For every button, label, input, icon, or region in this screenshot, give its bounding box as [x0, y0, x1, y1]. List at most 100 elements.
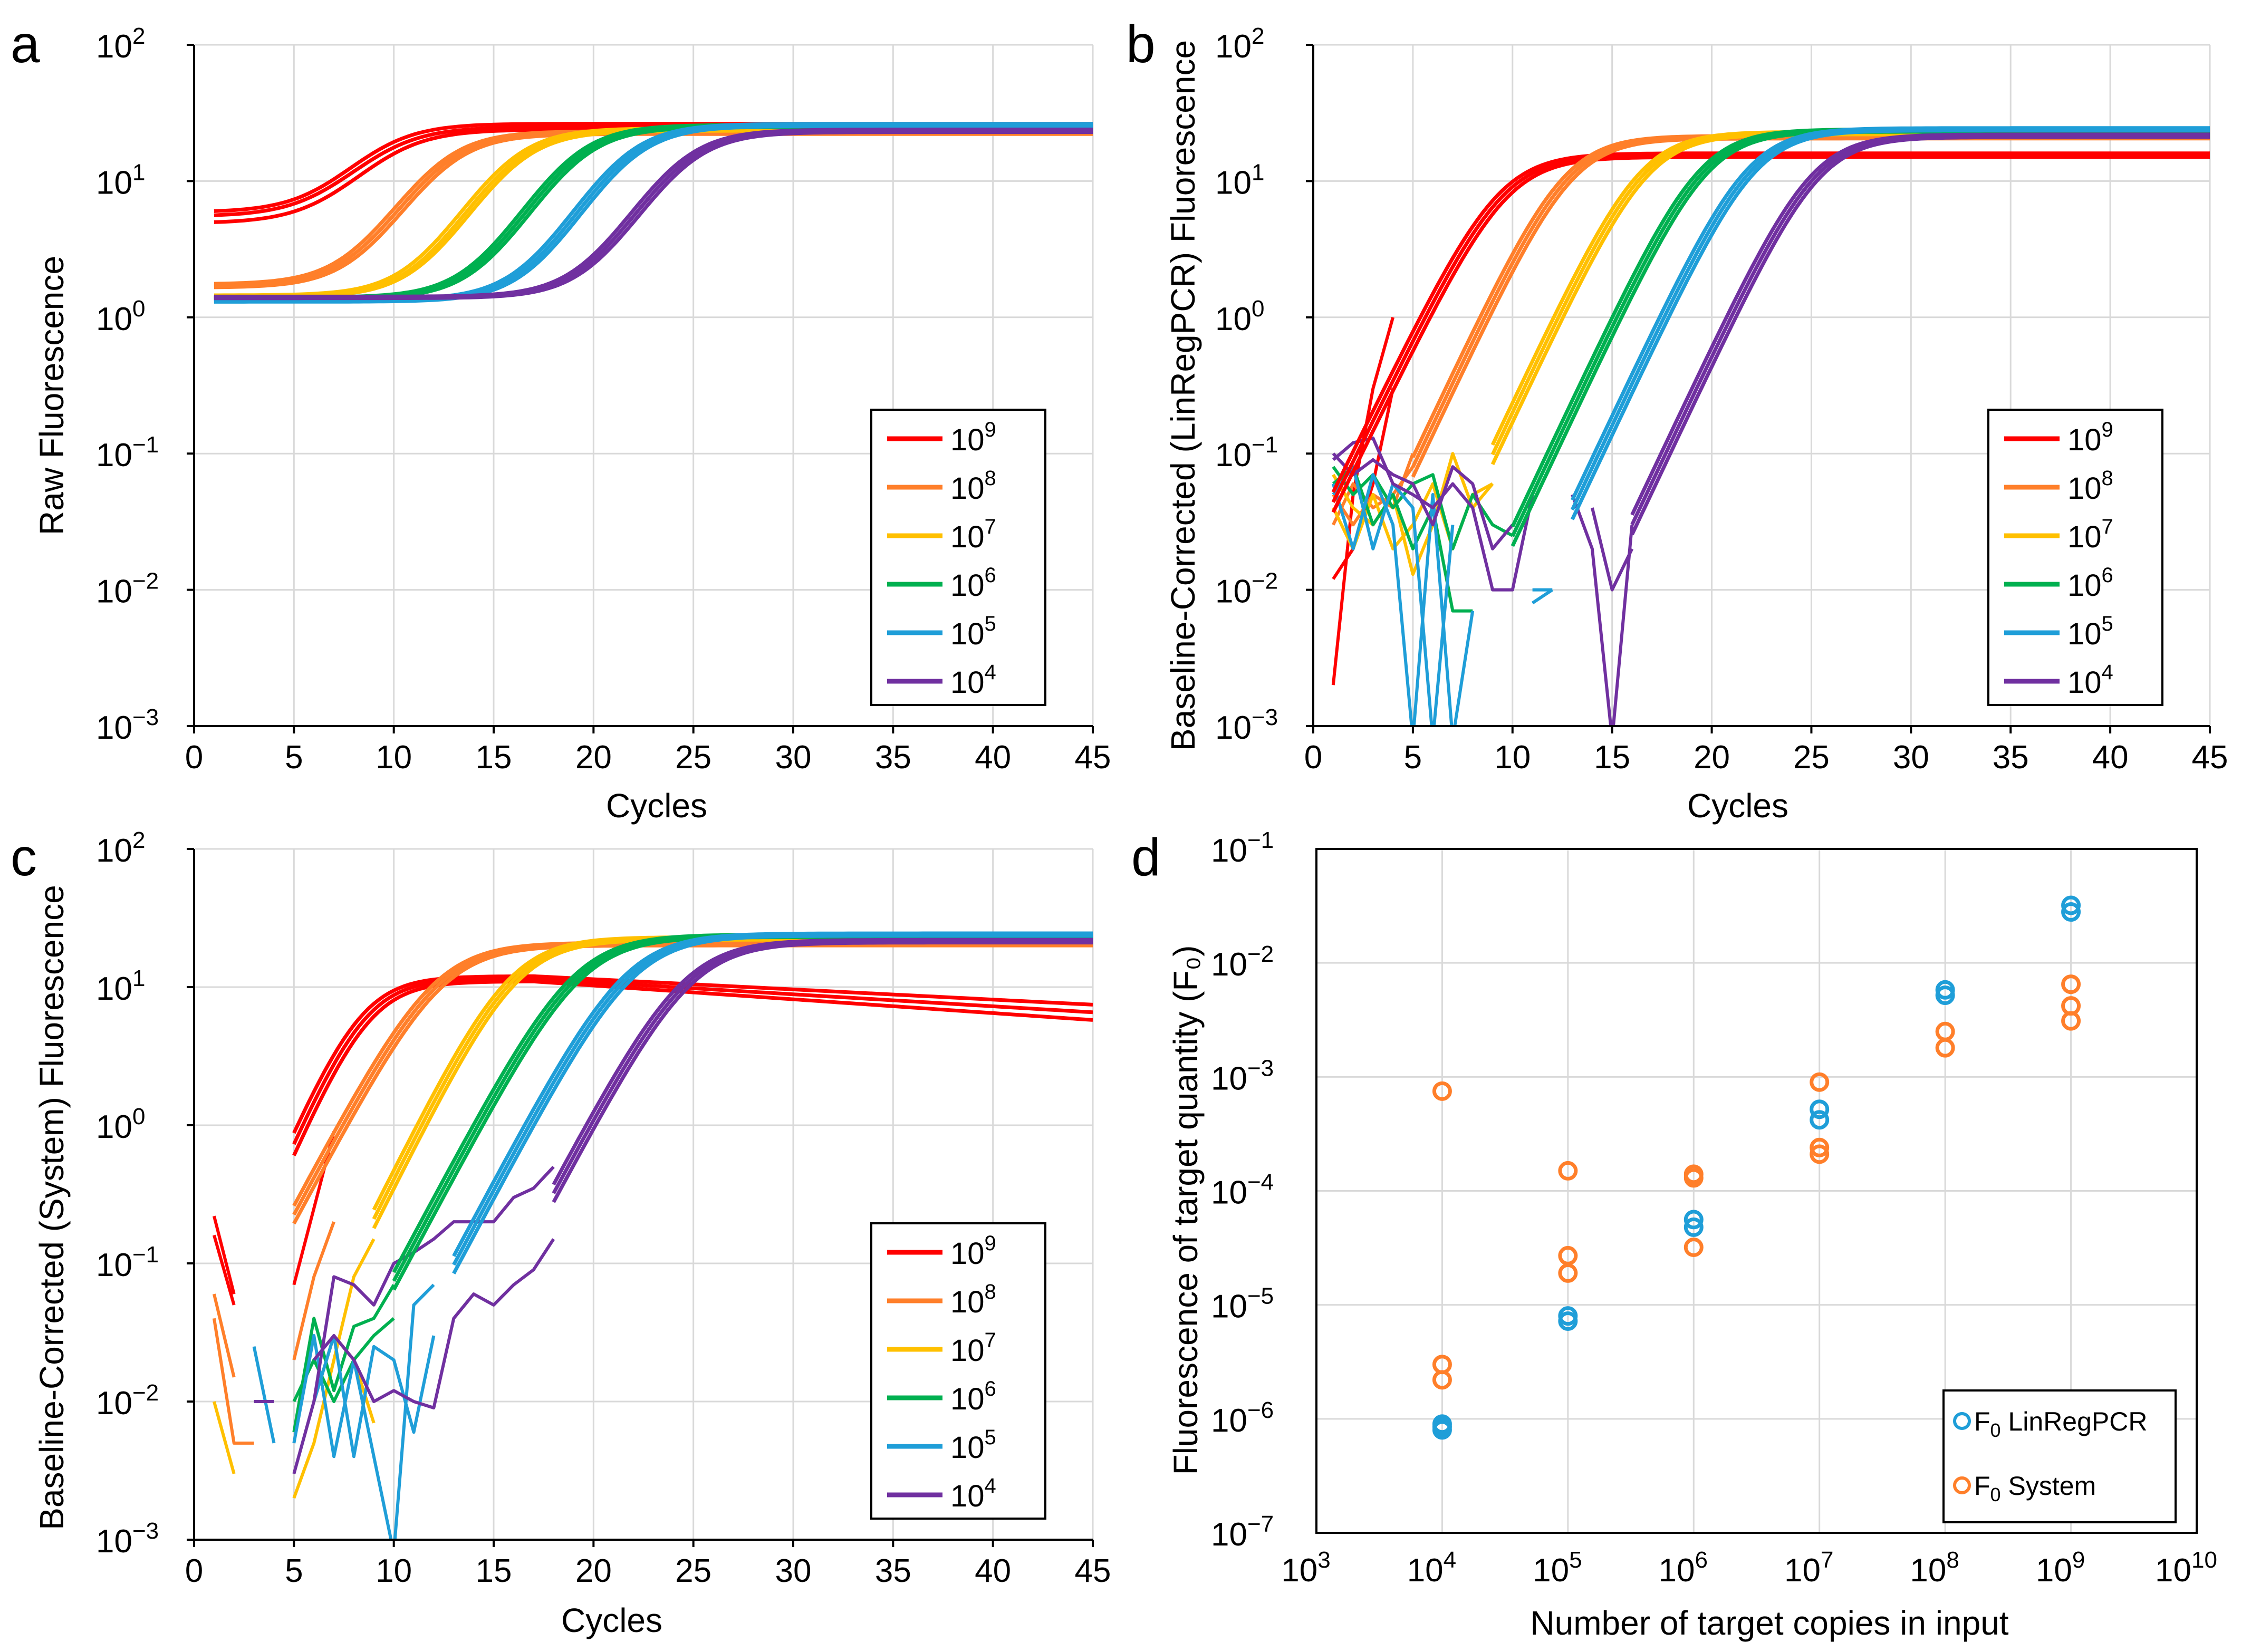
panel-b-legend: 109 108 107 106 105 104 [1987, 409, 2163, 706]
y-tick-label: 100 [96, 1104, 145, 1145]
x-tick-label: 0 [185, 1553, 203, 1589]
x-tick-label: 5 [285, 739, 303, 776]
panel-d-legend: F0 LinRegPCR F0 System [1942, 1389, 2177, 1523]
panel-b-y-axis-label: Baseline-Corrected (LinRegPCR) Fluoresce… [1164, 40, 1202, 751]
noise-line-purple [1612, 525, 1634, 726]
noise-line-yellow [292, 1238, 376, 1499]
noise-line-purple [1332, 452, 1514, 550]
legend-label: 104 [2067, 661, 2113, 700]
y-tick-label: 101 [1215, 159, 1264, 201]
panel-d-y-axis-label: Fluorescence of target quantity (F₀) [1167, 945, 1205, 1475]
x-tick-label: 10 [376, 739, 412, 776]
legend-box [870, 409, 1046, 706]
scatter-point-orange [1810, 1137, 1830, 1157]
x-tick-label: 35 [875, 1553, 911, 1589]
y-tick-label: 10−5 [1211, 1283, 1274, 1325]
y-tick-label: 101 [96, 159, 145, 201]
noise-line-blue [1531, 588, 1553, 605]
x-tick-label: 15 [476, 1553, 512, 1589]
scatter-point-orange [1684, 1237, 1704, 1257]
scatter-point-blue [1684, 1217, 1704, 1237]
noise-line-green [292, 1284, 396, 1433]
panel-c-series [212, 931, 1093, 1540]
noise-line-orange [212, 1318, 254, 1445]
x-tick-label: 30 [1893, 739, 1929, 776]
series-line-purple-rep3 [214, 130, 1093, 301]
series-line-purple-rep3 [552, 941, 1093, 1203]
series-clip-group [214, 122, 1093, 304]
legend-box [1942, 1389, 2177, 1523]
x-tick-label: 103 [1281, 1547, 1330, 1589]
panel-c: c 0 5 10 15 20 25 30 35 40 45 102 101 100 10−1 10−2 10−… [11, 827, 1111, 1639]
legend-label: 106 [2067, 564, 2113, 603]
y-tick-label: 10−2 [96, 568, 159, 610]
x-tick-label: 109 [2036, 1547, 2085, 1589]
legend-label: 104 [950, 661, 996, 700]
legend-label: 108 [950, 467, 996, 506]
x-tick-label: 40 [2092, 739, 2129, 776]
scatter-point-blue [2061, 895, 2081, 915]
legend-label: 109 [950, 418, 996, 457]
x-tick-label: 106 [1659, 1547, 1708, 1589]
y-tick-label: 10−2 [96, 1380, 159, 1422]
x-tick-label: 45 [1075, 739, 1111, 776]
legend-label: 105 [950, 612, 996, 651]
panel-b-x-axis-label: Cycles [1687, 787, 1788, 825]
x-tick-label: 15 [476, 739, 512, 776]
panel-b-label: b [1126, 15, 1156, 74]
y-tick-label: 102 [96, 827, 145, 869]
scatter-point-blue [1684, 1210, 1704, 1230]
y-tick-label: 102 [96, 23, 145, 65]
legend-label: 108 [950, 1280, 996, 1319]
legend-label: F0 LinRegPCR [1974, 1407, 2147, 1441]
legend-label: 107 [950, 515, 996, 554]
scatter-point-blue [2061, 902, 2081, 922]
y-tick-label: 10−1 [1215, 432, 1278, 474]
series-line-red-rep3 [292, 979, 1093, 1156]
y-tick-label: 101 [96, 965, 145, 1007]
series-line-orange-rep3 [214, 132, 1093, 289]
noise-line-red [212, 1215, 236, 1294]
y-tick-label: 10−3 [96, 1518, 159, 1560]
x-tick-label: 0 [1304, 739, 1322, 776]
x-tick-label: 45 [2192, 739, 2228, 776]
x-tick-label: 25 [675, 739, 711, 776]
legend-label: 106 [950, 564, 996, 603]
panel-b-ticks: 0 5 10 15 20 25 30 35 40 45 102 101 100 10−1 10−2 10−3 [1215, 23, 2228, 776]
panel-a-series [214, 122, 1093, 304]
noise-line-blue [252, 1346, 276, 1444]
noise-line-green [292, 1317, 395, 1403]
x-tick-label: 40 [975, 739, 1011, 776]
noise-line-red [213, 1234, 236, 1306]
x-tick-label: 40 [975, 1553, 1011, 1589]
scatter-point-blue [1810, 1099, 1830, 1119]
y-tick-label: 10−1 [96, 1242, 159, 1283]
panel-d-label: d [1131, 828, 1161, 887]
noise-line-yellow [1332, 452, 1494, 576]
scatter-point-blue [1432, 1414, 1452, 1434]
noise-line-orange [212, 1293, 236, 1378]
y-tick-label: 10−3 [96, 704, 159, 746]
x-tick-label: 108 [1910, 1547, 1959, 1589]
y-tick-label: 100 [1215, 296, 1264, 337]
scatter-point-orange [1558, 1161, 1578, 1181]
scatter-point-orange [1684, 1168, 1704, 1188]
legend-label: F0 System [1974, 1471, 2096, 1505]
plot-frame [1315, 848, 2198, 1534]
series-clip-group [1331, 126, 2210, 726]
x-tick-label: 10 [376, 1553, 412, 1589]
x-tick-label: 20 [575, 1553, 612, 1589]
x-tick-label: 25 [1793, 739, 1830, 776]
y-tick-label: 10−7 [1211, 1511, 1274, 1553]
x-tick-label: 5 [285, 1553, 303, 1589]
legend-label: 109 [950, 1232, 996, 1271]
panel-a-ticks: 0 5 10 15 20 25 30 35 40 45 102 101 100 10−1 10−2 10−3 [96, 23, 1111, 776]
noise-line-purple [292, 1165, 555, 1474]
panel-b-axes [1312, 45, 2210, 727]
x-tick-label: 45 [1075, 1553, 1111, 1589]
x-tick-label: 35 [875, 739, 911, 776]
noise-line-purple [1332, 436, 1534, 592]
legend-label: 107 [2067, 515, 2113, 554]
x-tick-label: 25 [675, 1553, 711, 1589]
